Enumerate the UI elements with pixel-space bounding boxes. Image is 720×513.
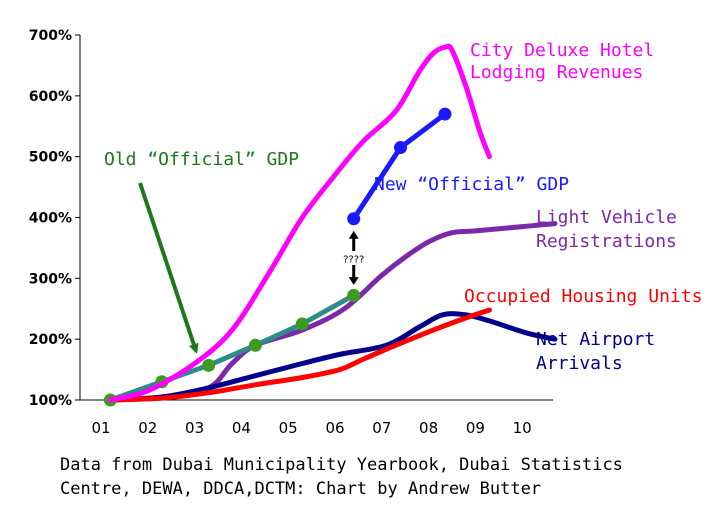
x-tick-label: 02	[138, 419, 157, 437]
y-tick-label: 700%	[29, 28, 72, 44]
gap-arrow-up-head	[348, 230, 359, 239]
x-tick-label: 04	[232, 419, 251, 437]
gap-arrow-down-head	[348, 277, 359, 286]
labels-layer: City Deluxe Hotel Lodging Revenues New “Of…	[104, 40, 702, 374]
data-point	[295, 317, 309, 331]
data-point	[347, 212, 361, 226]
x-tick-label: 05	[279, 419, 298, 437]
x-tick-label: 09	[466, 419, 485, 437]
series-label: Old “Official” GDP	[104, 149, 299, 170]
series-line	[107, 307, 492, 403]
series-label-line: New “Official” GDP	[374, 174, 569, 195]
series-label-line: Lodging Revenues	[470, 62, 643, 83]
series-label-line: Light Vehicle	[536, 207, 677, 228]
annotation-layer: ????	[138, 182, 364, 354]
y-tick-label: 100%	[29, 393, 72, 409]
series-5	[107, 311, 558, 403]
x-tick-label: 10	[513, 419, 532, 437]
data-point	[202, 358, 216, 372]
series-4	[107, 307, 492, 403]
series-line	[107, 292, 357, 403]
series-label: Light Vehicle Registrations	[536, 207, 677, 252]
data-point	[248, 338, 262, 352]
series-label-line: Occupied Housing Units	[464, 286, 702, 307]
series-label: Occupied Housing Units	[464, 286, 702, 307]
y-tick-label: 600%	[29, 89, 72, 105]
x-tick-label: 08	[419, 419, 438, 437]
series-label-line: Registrations	[536, 231, 677, 252]
series-label: Net Airport Arrivals	[536, 329, 655, 374]
series-line	[107, 311, 558, 403]
series-label-line: Old “Official” GDP	[104, 149, 299, 170]
y-tick-label: 300%	[29, 271, 72, 287]
series-label-line: City Deluxe Hotel	[470, 40, 654, 61]
source-note-line-1: Data from Dubai Municipality Yearbook, D…	[60, 455, 623, 475]
series-label-line: Arrivals	[536, 353, 623, 374]
y-tick-label: 200%	[29, 332, 72, 348]
data-point	[394, 141, 408, 155]
series-label-line: Net Airport	[536, 329, 655, 350]
series-line	[351, 111, 448, 222]
y-tick-label: 400%	[29, 211, 72, 227]
series-0	[107, 43, 492, 403]
x-tick-label: 07	[372, 419, 391, 437]
series-1	[347, 107, 452, 226]
x-tick-label: 03	[185, 419, 204, 437]
series-2	[103, 288, 361, 407]
axes: 100% 200% 300% 400% 500% 600% 700% 01 02 03 04 05 06…	[29, 28, 553, 437]
x-tick-label: 01	[91, 419, 110, 437]
data-point	[347, 288, 361, 302]
series-line	[107, 43, 492, 403]
series-label: New “Official” GDP	[374, 174, 569, 195]
series-layer	[103, 43, 558, 407]
data-point	[438, 107, 452, 121]
source-note-line-2: Centre, DEWA, DDCA,DCTM: Chart by Andrew…	[60, 479, 541, 499]
old-gdp-pointer-arrow	[138, 182, 199, 354]
series-label: City Deluxe Hotel Lodging Revenues	[470, 40, 654, 83]
y-tick-label: 500%	[29, 150, 72, 166]
gap-marker-label: ????	[343, 254, 364, 265]
x-tick-label: 06	[325, 419, 344, 437]
